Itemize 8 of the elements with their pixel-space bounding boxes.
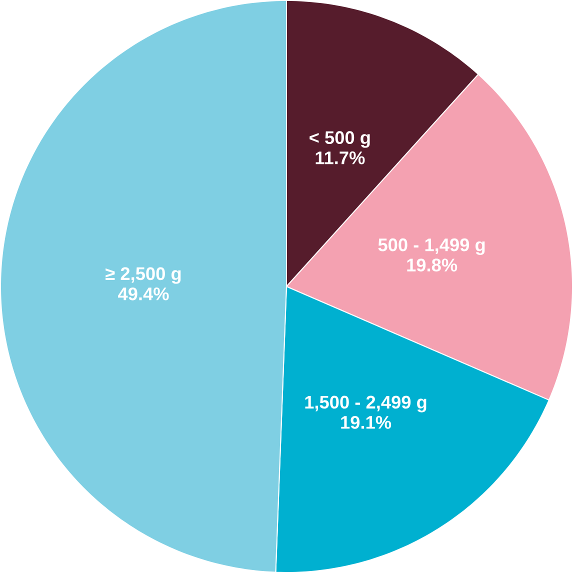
- data-label: 11.7%: [316, 151, 365, 164]
- data-label: 19.8%: [407, 258, 458, 272]
- slice-label: 500 - 1,499 g: [378, 238, 485, 255]
- slice-label: < 500 g: [310, 131, 370, 148]
- slice-label: ≥ 2,500 g: [106, 267, 181, 284]
- slice-label: 1,500 - 2,499 g: [305, 396, 426, 412]
- data-label: 49.4%: [118, 287, 169, 300]
- data-label: 19.1%: [341, 416, 392, 429]
